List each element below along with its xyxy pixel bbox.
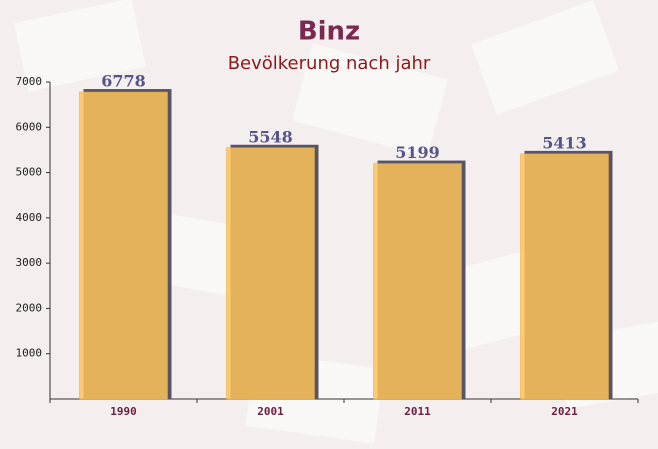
chart-title: Binz — [298, 17, 360, 47]
bar — [520, 153, 609, 400]
value-label: 5548 — [248, 127, 293, 146]
y-tick-label: 5000 — [16, 166, 43, 179]
bar — [226, 147, 315, 400]
x-tick-label: 2011 — [404, 405, 431, 418]
y-tick-label: 3000 — [16, 256, 43, 269]
chart-subtitle: Bevölkerung nach jahr — [228, 53, 431, 74]
value-label: 5199 — [395, 143, 440, 162]
value-label: 6778 — [101, 72, 146, 91]
x-tick-label: 2001 — [257, 405, 284, 418]
bar — [373, 163, 462, 400]
x-tick-label: 1990 — [110, 405, 137, 418]
y-tick-label: 6000 — [16, 120, 43, 133]
y-tick-label: 1000 — [16, 347, 43, 360]
y-tick-label: 4000 — [16, 211, 43, 224]
y-tick-label: 7000 — [16, 75, 43, 88]
value-label: 5413 — [542, 133, 587, 152]
x-tick-label: 2021 — [551, 405, 578, 418]
bar — [79, 91, 168, 400]
y-tick-label: 2000 — [16, 301, 43, 314]
